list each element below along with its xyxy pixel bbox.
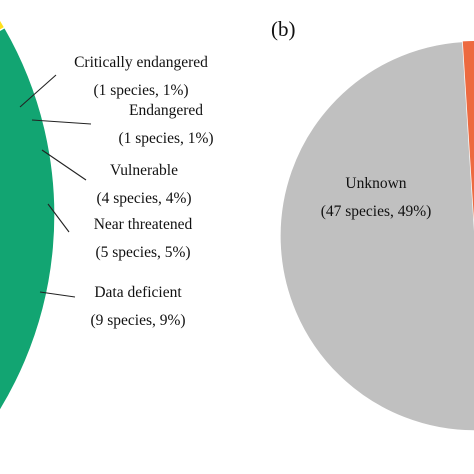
pie-b-labels: Unknown (47 species, 49%) xyxy=(321,175,432,220)
pie-a-leader-critically-endangered xyxy=(19,74,57,108)
pie-a-value-endangered: (1 species, 1%) xyxy=(118,130,213,147)
pie-a-leader-vulnerable xyxy=(41,149,87,181)
pie-a-label-critically-endangered: Critically endangered xyxy=(74,54,208,71)
pie-a-labels: Critically endangered (1 species, 1%) Enda… xyxy=(74,54,213,329)
pie-a-leader-near-threatened xyxy=(47,203,70,233)
pie-chart-a xyxy=(0,18,56,412)
pie-a-label-endangered: Endangered xyxy=(129,102,203,119)
pie-a-label-near-threatened: Near threatened xyxy=(94,216,193,233)
pie-a-slice-least-concern-6 xyxy=(0,26,56,412)
pie-b-slice-unknown xyxy=(279,40,474,432)
pie-chart-b xyxy=(279,40,474,432)
pie-a-leader-lines xyxy=(19,74,92,298)
pie-a-leader-endangered xyxy=(31,119,92,125)
panel-label-b: (b) xyxy=(271,17,296,41)
pie-a-value-near-threatened: (5 species, 5%) xyxy=(95,244,190,261)
pie-a-leader-data-deficient xyxy=(39,291,76,298)
pie-a-value-data-deficient: (9 species, 9%) xyxy=(90,312,185,329)
pie-b-value-unknown: (47 species, 49%) xyxy=(321,203,432,220)
pie-b-slice-other xyxy=(462,41,474,221)
pie-a-label-data-deficient: Data deficient xyxy=(94,284,182,301)
pie-a-value-critically-endangered: (1 species, 1%) xyxy=(93,82,188,99)
pie-a-value-vulnerable: (4 species, 4%) xyxy=(96,190,191,207)
pie-a-label-vulnerable: Vulnerable xyxy=(110,162,178,179)
pie-b-label-unknown: Unknown xyxy=(345,175,406,192)
